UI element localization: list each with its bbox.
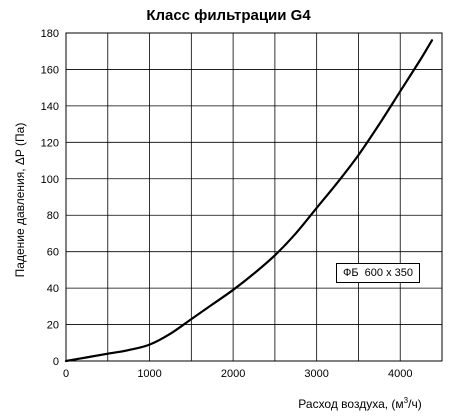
y-tick-label: 0 (53, 356, 59, 368)
y-tick-label: 100 (41, 174, 59, 186)
legend: ФБ 600 x 350 (336, 263, 420, 283)
chart-title: Класс фильтрации G4 (146, 7, 311, 24)
x-axis-label-superscript: 3 (403, 396, 409, 405)
x-tick-label: 3000 (304, 368, 328, 380)
y-tick-label: 20 (47, 320, 59, 332)
y-tick-label: 140 (41, 101, 59, 113)
x-tick-label: 1000 (137, 368, 161, 380)
y-tick-label: 40 (47, 283, 59, 295)
plot-frame (65, 32, 443, 362)
y-tick-label: 120 (41, 137, 59, 149)
x-axis-label-prefix: Расход воздуха, (м (298, 397, 404, 411)
grid (66, 33, 442, 361)
tick-labels: 0 1000 2000 3000 4000 0 20 40 60 80 100 120 140 160 18… (41, 28, 413, 380)
x-tick-label: 4000 (388, 368, 412, 380)
series-layer (64, 39, 434, 363)
y-tick-label: 180 (41, 28, 59, 40)
x-axis-label-suffix: /ч) (408, 397, 422, 411)
y-tick-label: 80 (47, 210, 59, 222)
x-axis-label: Расход воздуха, (м3/ч) (298, 396, 421, 411)
legend-entry: ФБ 600 x 350 (342, 267, 413, 279)
x-tick-label: 0 (63, 368, 69, 380)
y-tick-label: 160 (41, 64, 59, 76)
y-tick-label: 60 (47, 247, 59, 259)
series-line (64, 39, 434, 363)
x-tick-label: 2000 (221, 368, 245, 380)
